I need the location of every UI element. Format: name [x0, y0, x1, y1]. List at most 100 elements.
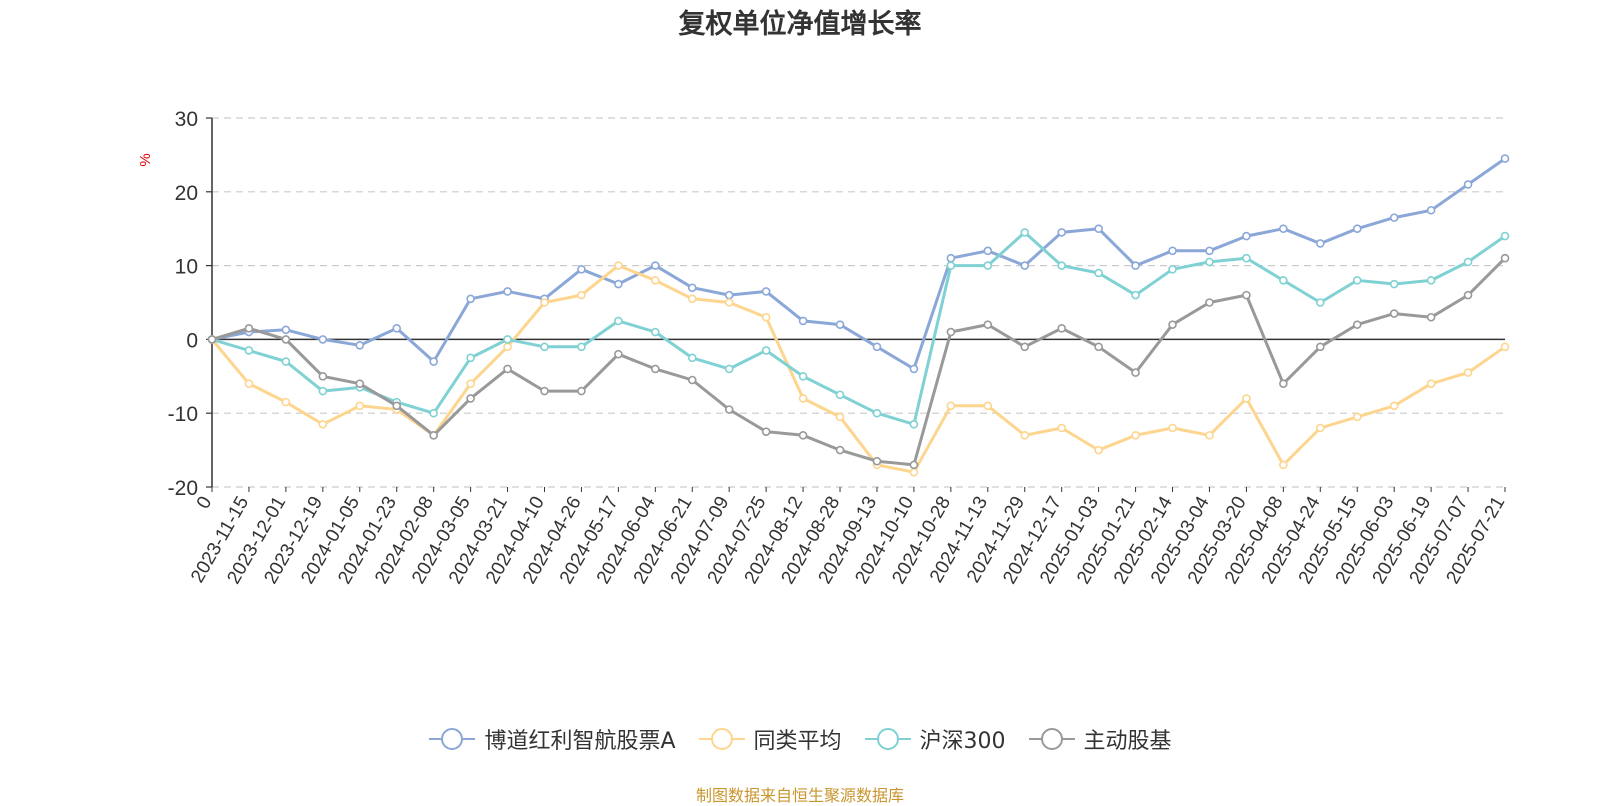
data-point [466, 294, 475, 304]
data-point [1020, 342, 1030, 352]
data-point [835, 445, 845, 455]
data-point [614, 316, 623, 326]
data-point [614, 261, 623, 270]
data-point [872, 408, 882, 418]
data-point [1020, 228, 1030, 237]
chart-title: 复权单位净值增长率 [678, 9, 922, 40]
data-point [1426, 379, 1436, 388]
series-3 [207, 253, 1510, 470]
data-point [724, 290, 734, 300]
data-point [1279, 224, 1288, 233]
data-point [651, 276, 660, 285]
data-point [1463, 257, 1473, 267]
data-point [503, 287, 512, 296]
data-point [244, 379, 254, 388]
y-tick-labels: -20 -10 0 10 20 30 [168, 108, 198, 500]
data-point [1205, 246, 1214, 256]
data-point [835, 390, 845, 400]
legend: 博道红利智航股票A 同类平均 沪深300 主动股基 [0, 723, 1600, 755]
data-point [983, 401, 993, 411]
data-point [281, 397, 291, 407]
data-point [1205, 431, 1214, 440]
data-point [1315, 423, 1325, 433]
series-2 [207, 228, 1510, 429]
data-point [798, 316, 808, 326]
data-point [1131, 290, 1140, 300]
data-point [392, 401, 402, 411]
data-point [1463, 368, 1473, 377]
data-point [761, 312, 771, 322]
data-point [1205, 298, 1214, 307]
data-point [1168, 264, 1177, 274]
data-point [687, 353, 697, 363]
data-point [429, 357, 438, 366]
data-point [392, 324, 402, 333]
data-point [983, 261, 993, 270]
data-point [1057, 423, 1066, 433]
data-point [1131, 368, 1140, 377]
series-lines [207, 154, 1510, 477]
x-tick-labels: 02023-11-152023-12-012023-12-192024-01-0… [187, 487, 1509, 588]
data-point [466, 379, 475, 388]
data-point [1426, 205, 1436, 215]
data-point [687, 375, 697, 385]
data-point [1131, 261, 1140, 270]
data-point [946, 261, 956, 270]
grid-lines [206, 117, 1505, 488]
data-point [355, 341, 365, 350]
axes [211, 118, 1505, 487]
data-point [1389, 401, 1399, 411]
data-point [687, 283, 697, 293]
data-point [724, 405, 734, 414]
data-point [318, 335, 328, 344]
series-line [211, 230, 1506, 426]
data-point [503, 342, 512, 352]
data-point [540, 386, 549, 396]
data-point [1426, 312, 1436, 322]
data-point [909, 460, 919, 470]
data-point [651, 261, 660, 270]
data-point [503, 335, 512, 344]
data-point [355, 401, 365, 411]
data-point [1279, 276, 1288, 285]
y-axis-label: % [137, 153, 154, 166]
y-tick-label: -10 [168, 403, 198, 426]
legend-marker-icon [1028, 728, 1075, 750]
data-point [1463, 180, 1473, 189]
data-point [687, 294, 697, 304]
data-point [577, 264, 586, 274]
data-point [946, 327, 956, 337]
data-point [207, 335, 217, 344]
legend-item-2[interactable]: 沪深300 [864, 723, 1006, 755]
data-point [540, 298, 549, 307]
data-point [1094, 445, 1103, 455]
data-point [946, 401, 956, 411]
data-point [1242, 394, 1251, 403]
data-point [1168, 320, 1177, 329]
data-point [540, 342, 549, 352]
data-point [318, 419, 328, 429]
legend-item-0[interactable]: 博道红利智航股票A [428, 723, 676, 755]
data-point [1389, 213, 1399, 222]
series-1 [207, 261, 1510, 477]
legend-item-1[interactable]: 同类平均 [698, 723, 842, 755]
data-source-note: 制图数据来自恒生聚源数据库 [695, 786, 904, 805]
data-point [983, 320, 993, 329]
data-point [281, 335, 291, 344]
legend-marker-icon [864, 728, 911, 750]
data-point [1352, 224, 1362, 233]
legend-marker-icon [698, 728, 745, 750]
data-point [761, 427, 771, 436]
legend-item-3[interactable]: 主动股基 [1028, 723, 1172, 755]
data-point [466, 353, 475, 363]
data-point [761, 287, 771, 296]
data-point [1352, 412, 1362, 422]
y-tick-label: 10 [175, 256, 198, 279]
data-point [503, 364, 512, 374]
data-point [1057, 261, 1066, 270]
data-point [1352, 320, 1362, 329]
series-line [211, 257, 1507, 467]
data-point [1500, 342, 1510, 352]
data-point [872, 342, 882, 352]
data-point [909, 364, 919, 374]
